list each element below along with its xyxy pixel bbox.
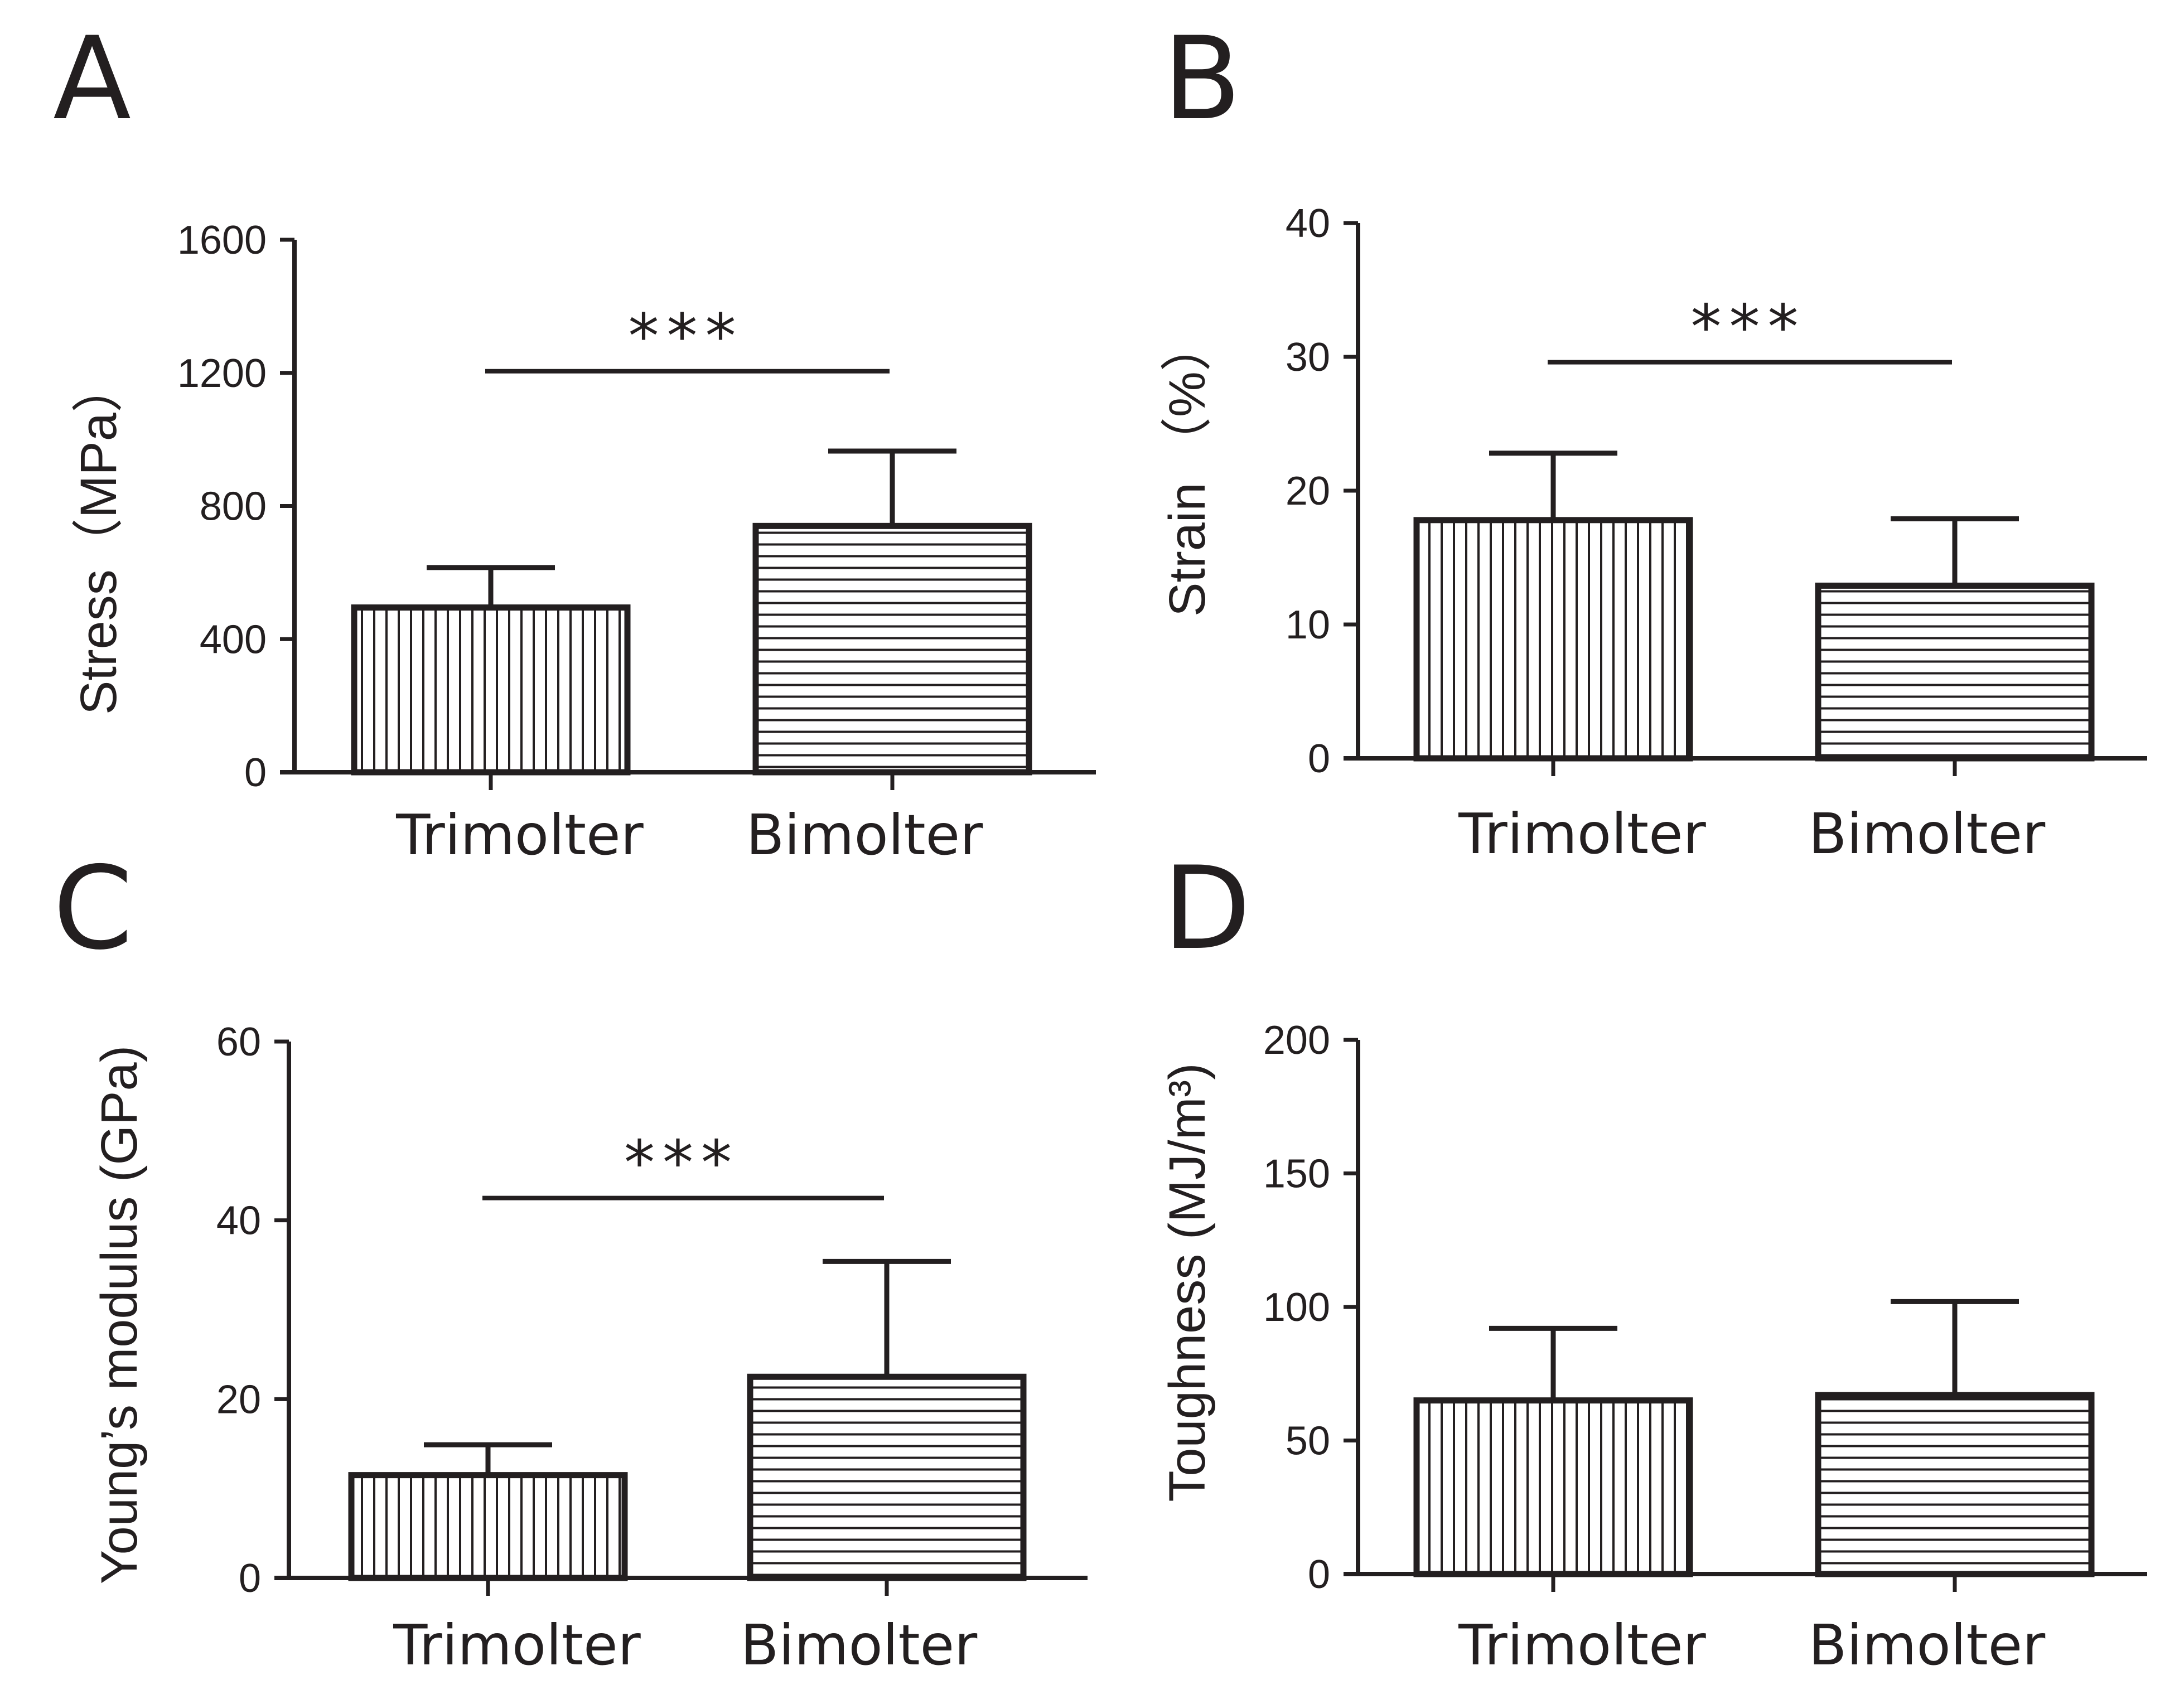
category-label-bimolter: Bimolter	[741, 1613, 978, 1678]
y-tick-labels: 0 50 100 150 200	[1263, 1018, 1330, 1597]
y-tick-label: 40	[1286, 201, 1330, 246]
plot-area	[274, 1039, 1088, 1596]
bar-bimolter	[1815, 1392, 2095, 1577]
significance-label: ***	[1691, 292, 1806, 363]
panel-c-youngs-modulus-chart: C 0 20 40 60 Young’s modulus (GPa) Trimolte…	[53, 843, 1088, 1678]
plot-area	[1344, 221, 2147, 776]
y-tick-label: 0	[239, 1556, 261, 1601]
y-tick-labels: 0 400 800 1200 1600	[177, 218, 267, 795]
panel-d-toughness-chart: D 0 50 100 150 200 Toughness (MJ/m³) Trimolt…	[1159, 843, 2147, 1678]
significance-label: ***	[629, 301, 744, 372]
category-label-trimolter: Trimolter	[395, 802, 644, 868]
y-tick-label: 20	[1286, 469, 1330, 514]
y-tick-label: 100	[1263, 1285, 1330, 1330]
y-tick-label: 200	[1263, 1018, 1330, 1063]
y-tick-label: 400	[200, 617, 267, 662]
bar-trimolter	[348, 1472, 628, 1581]
y-axis-label: Strain （%）	[1159, 320, 1216, 617]
y-tick-label: 60	[216, 1020, 261, 1064]
y-tick-label: 20	[216, 1377, 261, 1422]
bar-bimolter	[752, 522, 1032, 776]
bar-trimolter	[351, 604, 631, 776]
panel-b-strain-chart: B 0 10 20 30 40 Strain （%） Trimolter Bimolte…	[1159, 13, 2147, 866]
y-tick-label: 30	[1286, 335, 1330, 380]
y-tick-label: 10	[1286, 603, 1330, 647]
y-tick-label: 150	[1263, 1152, 1330, 1197]
bar-trimolter	[1413, 517, 1693, 762]
panel-letter-c: C	[53, 843, 133, 975]
y-tick-label: 1600	[177, 218, 267, 263]
bar-bimolter	[1815, 582, 2095, 762]
panel-letter-d: D	[1163, 843, 1251, 975]
category-label-trimolter: Trimolter	[393, 1613, 641, 1678]
panel-letter-a: A	[53, 13, 131, 146]
y-tick-labels: 0 10 20 30 40	[1286, 201, 1330, 781]
y-axis-label: Young’s modulus (GPa)	[91, 1045, 148, 1585]
bar-bimolter	[747, 1373, 1027, 1581]
y-axis-label: Toughness (MJ/m³)	[1159, 1063, 1216, 1502]
y-tick-label: 40	[216, 1199, 261, 1243]
category-label-trimolter: Trimolter	[1458, 1613, 1706, 1678]
y-tick-label: 0	[1308, 737, 1330, 781]
y-tick-label: 800	[200, 485, 267, 529]
category-label-bimolter: Bimolter	[1809, 1613, 2046, 1678]
y-tick-label: 0	[1308, 1552, 1330, 1597]
y-axis-label: Stress（MPa）	[70, 361, 127, 715]
plot-area	[1344, 1038, 2147, 1592]
y-tick-label: 0	[244, 750, 267, 795]
bar-trimolter	[1413, 1397, 1693, 1577]
plot-area	[280, 238, 1096, 790]
category-label-bimolter: Bimolter	[746, 802, 983, 868]
category-label-trimolter: Trimolter	[1458, 801, 1706, 866]
significance-label: ***	[624, 1127, 740, 1199]
panel-letter-b: B	[1163, 13, 1241, 146]
category-label-bimolter: Bimolter	[1809, 801, 2046, 866]
y-tick-label: 50	[1286, 1419, 1330, 1464]
y-tick-label: 1200	[177, 351, 267, 396]
y-tick-labels: 0 20 40 60	[216, 1020, 261, 1601]
